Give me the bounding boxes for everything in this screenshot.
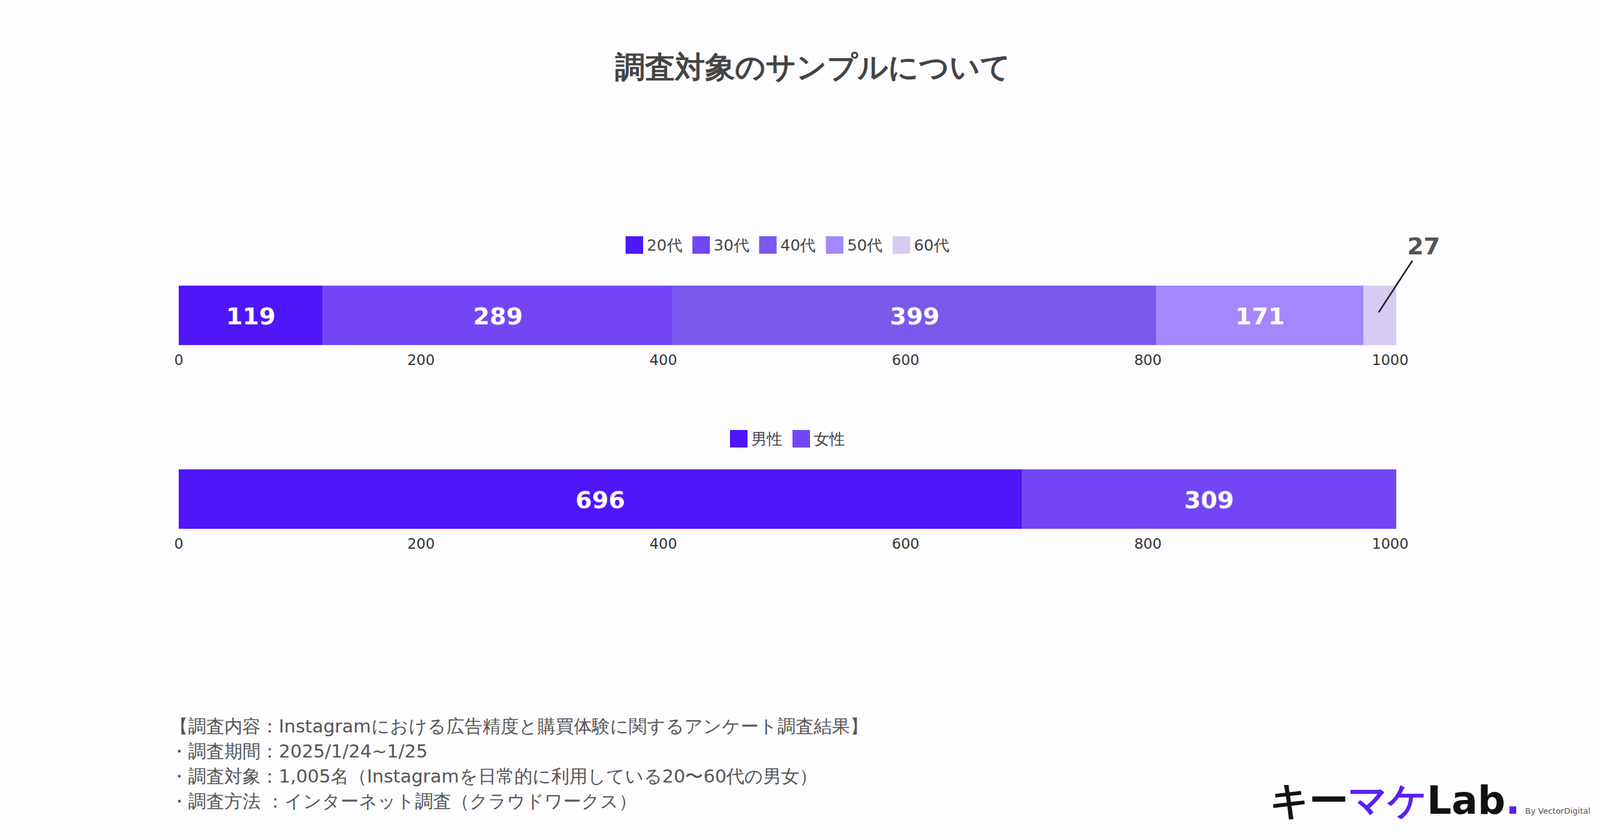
logo: キーマケLab.: [1270, 777, 1520, 824]
tick-label: 600: [891, 351, 920, 369]
bar-segment: [1156, 285, 1364, 345]
legend-label: 50代: [846, 236, 883, 255]
legend-swatch: [730, 430, 748, 448]
background: [0, 0, 1600, 840]
legend-swatch: [792, 430, 810, 448]
tick-label: 800: [1134, 351, 1162, 369]
tick-label: 0: [174, 535, 184, 552]
legend-swatch: [692, 236, 710, 254]
bar-segment: [1021, 469, 1397, 529]
bar-segment: [178, 469, 1022, 529]
tick: 1000: [1371, 535, 1409, 552]
tick-label: 400: [649, 351, 677, 369]
legend-label: 男性: [751, 430, 783, 449]
bar-segment: [323, 285, 674, 345]
data-label: 171: [1235, 302, 1285, 330]
bar-segment: [1363, 285, 1397, 345]
legend-label: 女性: [813, 430, 845, 449]
logo-part: Lab: [1426, 777, 1506, 824]
data-label: 119: [226, 302, 276, 330]
logo-part: マケ: [1348, 777, 1427, 824]
bar-segment: [178, 285, 324, 345]
footer-line: ・調査対象：1,005名（Instagramを日常的に利用している20〜60代の…: [170, 765, 818, 787]
chart-0: 20代 30代 40代 50代 60代 119 289 399 171 27 0 200 400 600 8…: [174, 232, 1441, 369]
legend-swatch: [625, 236, 644, 254]
tick-label: 1000: [1371, 351, 1409, 369]
legend-label: 20代: [646, 236, 683, 255]
bar-segment: [673, 285, 1157, 345]
chart-1: 男性 女性 696 309 0 200 400 600 800 1000: [174, 430, 1409, 552]
logo-part: .: [1505, 777, 1521, 824]
data-label: 696: [575, 486, 625, 514]
tick: 800: [1134, 535, 1162, 552]
footer-heading: 【調査内容：Instagramにおける広告精度と購買体験に関するアンケート調査結…: [170, 715, 869, 737]
tick: 600: [891, 535, 920, 552]
legend: 20代 30代 40代 50代 60代: [625, 236, 950, 255]
tick: 600: [891, 351, 920, 369]
tick-label: 200: [407, 351, 435, 369]
data-label: 27: [1406, 232, 1440, 260]
bars: [178, 285, 1397, 345]
legend-swatch: [759, 236, 777, 254]
bars: [178, 469, 1397, 529]
legend-swatch: [825, 236, 844, 254]
tick: 1000: [1371, 351, 1409, 369]
tick: 400: [649, 535, 677, 552]
data-labels: 119 289 399 171 27: [226, 232, 1441, 330]
tick-label: 600: [891, 535, 920, 552]
tick-label: 800: [1134, 535, 1162, 552]
title: 調査対象のサンプルについて: [615, 49, 1011, 85]
legend-label: 60代: [913, 236, 950, 255]
tick-label: 200: [407, 535, 435, 552]
footer-line: ・調査方法 ：インターネット調査（クラウドワークス）: [170, 790, 637, 812]
leader-line: [1378, 260, 1413, 313]
tick-label: 1000: [1371, 535, 1409, 552]
tick: 0: [174, 535, 184, 552]
tick: 0: [174, 351, 184, 369]
footer-line: ・調査期間：2025/1/24~1/25: [170, 740, 428, 762]
tick-label: 400: [649, 535, 677, 552]
legend: 男性 女性: [730, 430, 845, 449]
legend-label: 40代: [780, 236, 817, 255]
tick: 400: [649, 351, 677, 369]
tick: 800: [1134, 351, 1162, 369]
data-label: 309: [1184, 486, 1234, 514]
logo-by: By VectorDigital: [1525, 806, 1590, 816]
tick: 200: [407, 535, 435, 552]
tick: 200: [407, 351, 435, 369]
data-label: 399: [890, 302, 940, 330]
logo-part: キー: [1270, 777, 1349, 824]
legend-label: 30代: [713, 236, 750, 255]
data-labels: 696 309: [575, 486, 1234, 514]
legend-swatch: [892, 236, 910, 254]
tick-label: 0: [174, 351, 184, 369]
data-label: 289: [473, 302, 523, 330]
